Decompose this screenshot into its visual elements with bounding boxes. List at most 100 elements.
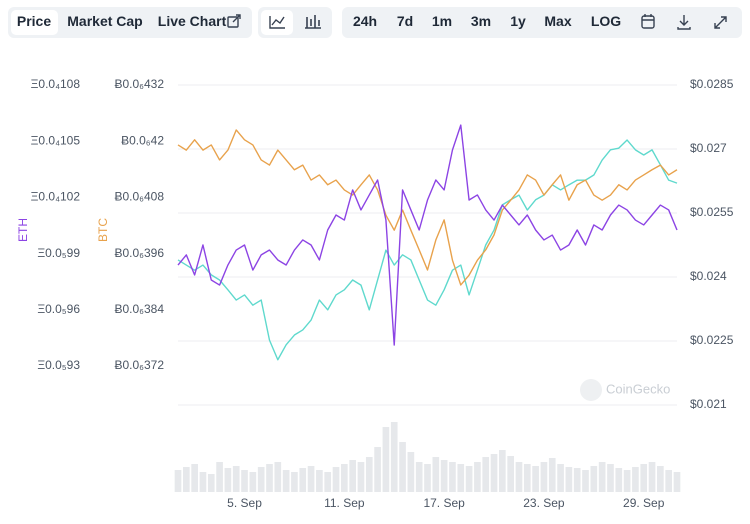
btc-tick-label: Ƀ0.0₆42 bbox=[121, 133, 164, 147]
range-button[interactable]: LOG bbox=[591, 13, 621, 29]
volume-bar bbox=[282, 470, 290, 492]
volume-bar bbox=[490, 454, 498, 492]
volume-bar bbox=[507, 456, 514, 492]
volume-bar bbox=[307, 466, 315, 492]
tool-icons bbox=[641, 14, 727, 30]
volume-bar bbox=[665, 470, 673, 492]
btc-axis-title: BTC bbox=[96, 218, 110, 242]
volume-bar bbox=[332, 467, 340, 492]
line-icon bbox=[269, 16, 285, 29]
range-button[interactable]: Max bbox=[544, 13, 571, 29]
range-button[interactable]: 1y bbox=[510, 13, 526, 29]
btc-tick-label: Ƀ0.0₆432 bbox=[114, 77, 164, 91]
btc-tick-label: Ƀ0.0₆372 bbox=[114, 358, 164, 372]
candle-icon[interactable] bbox=[305, 15, 321, 29]
volume-bar bbox=[590, 466, 598, 492]
volume-bar bbox=[191, 464, 198, 492]
y2-tick-label: $0.0225 bbox=[690, 333, 734, 347]
external-icon bbox=[227, 14, 241, 28]
volume-bar bbox=[232, 466, 240, 492]
tab[interactable]: Price bbox=[17, 13, 51, 29]
volume-bar bbox=[673, 472, 681, 492]
volume-bar bbox=[557, 464, 564, 492]
volume-bar bbox=[257, 467, 265, 492]
tab[interactable]: Live Chart bbox=[158, 13, 227, 29]
volume-bar bbox=[349, 460, 356, 492]
range-buttons: 24h 7d 1m 3m 1y Max LOG bbox=[353, 13, 621, 29]
x-tick-label: 5. Sep bbox=[227, 496, 262, 510]
volume-bar bbox=[316, 470, 323, 492]
volume-bar bbox=[274, 462, 282, 492]
tab-group bbox=[8, 7, 252, 38]
volume-bar bbox=[382, 427, 390, 492]
volume-bar bbox=[216, 462, 223, 492]
volume-bar bbox=[424, 464, 431, 492]
volume-bar bbox=[299, 468, 307, 492]
eth-tick-label: Ξ0.0₅96 bbox=[37, 302, 80, 316]
volume-bar bbox=[207, 474, 215, 492]
range-button[interactable]: 1m bbox=[432, 13, 452, 29]
volume-bar bbox=[632, 467, 639, 492]
btc-tick-label: Ƀ0.0₆408 bbox=[114, 190, 164, 204]
volume-bar bbox=[548, 458, 556, 492]
volume-bar bbox=[291, 472, 298, 492]
volume-bar bbox=[440, 460, 448, 492]
volume-bar bbox=[324, 472, 332, 492]
expand-icon[interactable] bbox=[714, 16, 727, 29]
eth-tick-label: Ξ0.0₄105 bbox=[31, 133, 81, 147]
eth-tick-label: Ξ0.0₅93 bbox=[37, 358, 80, 372]
volume-bar bbox=[465, 466, 473, 492]
btc-tick-label: Ƀ0.0₆384 bbox=[114, 302, 164, 316]
y2-tick-label: $0.027 bbox=[690, 141, 727, 155]
calendar-icon[interactable] bbox=[641, 15, 655, 29]
volume-bar bbox=[415, 462, 423, 492]
volume-bar bbox=[174, 470, 182, 492]
volume-bar bbox=[357, 462, 365, 492]
volume-bar bbox=[540, 462, 548, 492]
volume-bar bbox=[432, 457, 440, 492]
volume-bar bbox=[582, 470, 589, 492]
volume-bar bbox=[399, 442, 406, 492]
x-tick-label: 29. Sep bbox=[623, 496, 665, 510]
volume-bar bbox=[199, 472, 207, 492]
range-button[interactable]: 24h bbox=[353, 13, 377, 29]
x-tick-label: 17. Sep bbox=[423, 496, 465, 510]
x-tick-label: 11. Sep bbox=[324, 496, 365, 510]
range-button[interactable]: 7d bbox=[397, 13, 413, 29]
range-button[interactable]: 3m bbox=[471, 13, 491, 29]
volume-bar bbox=[657, 466, 664, 492]
line-button[interactable] bbox=[261, 10, 293, 35]
volume-bar bbox=[224, 468, 232, 492]
volume-bar bbox=[615, 468, 623, 492]
range-group bbox=[342, 7, 742, 38]
download-icon[interactable] bbox=[677, 15, 691, 30]
volume-bar bbox=[449, 462, 456, 492]
eth-tick-label: Ξ0.0₄108 bbox=[31, 77, 81, 91]
volume-bar bbox=[648, 462, 656, 492]
volume-bar bbox=[523, 464, 531, 492]
volume-bar bbox=[374, 447, 381, 492]
volume-bar bbox=[532, 466, 539, 492]
series-line bbox=[177, 124, 678, 346]
btc-tick-label: Ƀ0.0₆396 bbox=[114, 246, 164, 260]
y2-tick-label: $0.0255 bbox=[690, 205, 734, 219]
volume-bar bbox=[241, 470, 248, 492]
volume-bar bbox=[515, 462, 523, 492]
tab[interactable]: Market Cap bbox=[67, 13, 142, 29]
volume-bar bbox=[474, 462, 481, 492]
volume-bar bbox=[565, 467, 573, 492]
volume-bar bbox=[249, 472, 257, 492]
volume-bar bbox=[640, 464, 648, 492]
tab-active[interactable] bbox=[11, 10, 58, 35]
volume-bar bbox=[407, 452, 415, 492]
volume-bar bbox=[266, 464, 273, 492]
volume-bar bbox=[390, 422, 398, 492]
y2-tick-label: $0.0285 bbox=[690, 77, 734, 91]
eth-axis-title: ETH bbox=[16, 218, 30, 242]
y2-tick-label: $0.024 bbox=[690, 269, 727, 283]
volume-bar bbox=[598, 462, 606, 492]
volume-bar bbox=[457, 464, 465, 492]
volume-bar bbox=[499, 450, 506, 492]
volume-bar bbox=[607, 464, 614, 492]
eth-tick-label: Ξ0.0₅99 bbox=[37, 246, 80, 260]
